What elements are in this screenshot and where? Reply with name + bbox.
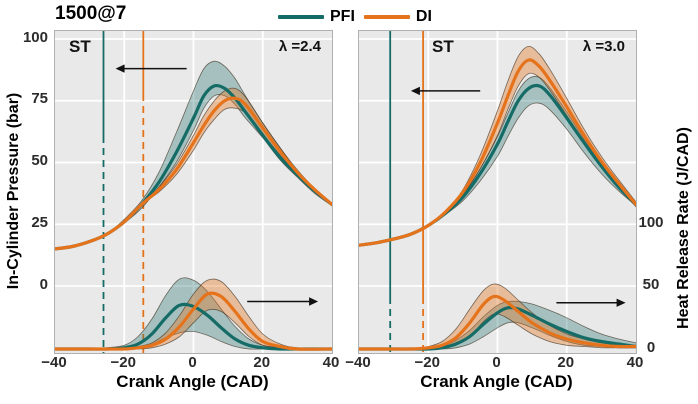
lambda-annotation-left: λ =2.4 bbox=[278, 38, 321, 55]
legend-item-di: DI bbox=[363, 8, 432, 26]
lambda-annotation-right: λ =3.0 bbox=[582, 38, 625, 55]
x-tick-label: −20 bbox=[414, 354, 440, 371]
x-axis-ticks-left: −40 −20 0 20 40 bbox=[41, 354, 339, 372]
x-tick-label: −20 bbox=[110, 354, 136, 371]
y-left-tick-50: 50 bbox=[31, 152, 48, 169]
x-tick-label: −40 bbox=[345, 354, 371, 371]
y-left-tick-25: 25 bbox=[31, 214, 48, 231]
di-line-swatch bbox=[363, 15, 410, 19]
y-axis-title-pressure: In-Cylinder Pressure (bar) bbox=[5, 92, 22, 290]
right-plot-lambda-3.0: ST λ =3.0 bbox=[358, 30, 637, 354]
spark-timing-label-right: ST bbox=[432, 37, 454, 56]
x-tick-label: 20 bbox=[253, 354, 271, 371]
x-tick-label: −40 bbox=[41, 354, 67, 371]
x-axis-title-right: Crank Angle (CAD) bbox=[420, 372, 573, 391]
legend: PFI DI bbox=[278, 8, 432, 26]
x-axis-ticks-right: −40 −20 0 20 40 bbox=[345, 354, 643, 372]
y-axis-title-hrr: Heat Release Rate (J/CAD) bbox=[675, 127, 692, 329]
pfi-line-swatch bbox=[278, 15, 324, 19]
x-axis-title-left: Crank Angle (CAD) bbox=[116, 372, 269, 391]
page-title: 1500@7 bbox=[55, 3, 127, 24]
legend-label-pfi: PFI bbox=[330, 8, 355, 25]
x-tick-label: 40 bbox=[626, 354, 644, 371]
y-left-tick-100: 100 bbox=[22, 29, 48, 46]
y-right-tick-50: 50 bbox=[642, 276, 660, 293]
legend-item-pfi: PFI bbox=[278, 8, 355, 26]
y-right-tick-100: 100 bbox=[638, 214, 664, 231]
left-plot-lambda-2.4: ST λ =2.4 bbox=[54, 30, 333, 354]
x-tick-label: 20 bbox=[557, 354, 575, 371]
y-left-tick-0: 0 bbox=[39, 276, 48, 293]
spark-timing-label-left: ST bbox=[69, 37, 91, 56]
y-left-tick-75: 75 bbox=[31, 90, 48, 107]
legend-label-di: DI bbox=[415, 8, 432, 25]
chart-canvas-left bbox=[55, 31, 332, 353]
chart-canvas-right bbox=[359, 31, 636, 353]
y-right-tick-0: 0 bbox=[646, 339, 656, 356]
x-tick-label: 40 bbox=[322, 354, 340, 371]
x-tick-label: 0 bbox=[188, 354, 197, 371]
x-tick-label: 0 bbox=[492, 354, 501, 371]
